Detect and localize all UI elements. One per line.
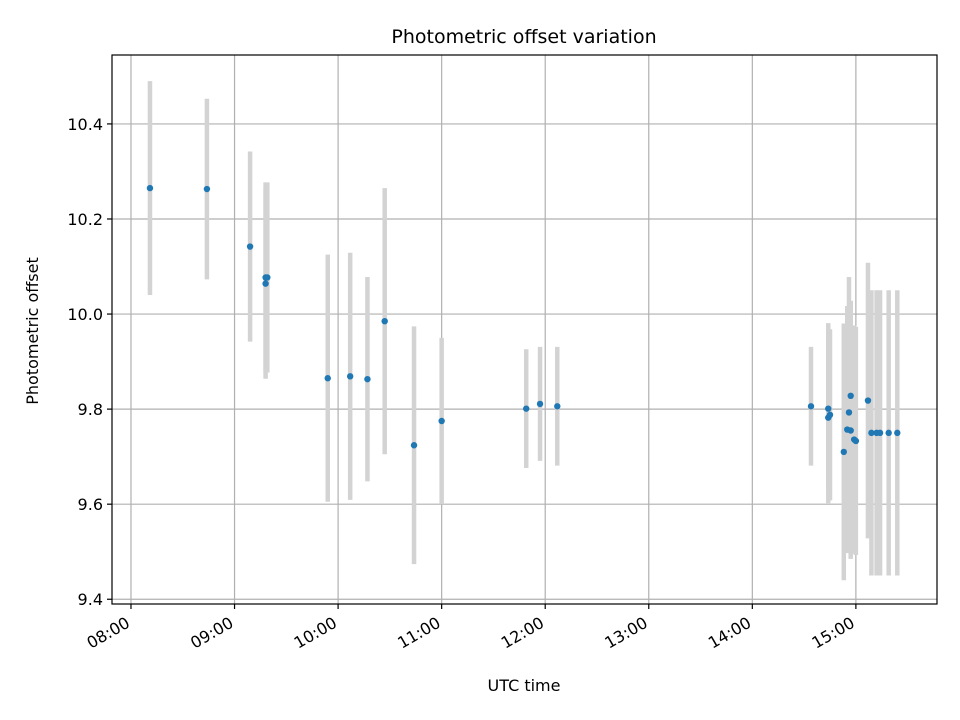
data-point	[262, 280, 269, 287]
y-axis-label: Photometric offset	[23, 257, 42, 405]
data-point	[826, 411, 834, 419]
data-point	[381, 317, 388, 325]
data-point	[346, 373, 354, 380]
data-point	[536, 400, 544, 408]
data-point	[438, 417, 445, 425]
data-point	[847, 427, 854, 434]
data-point	[146, 184, 154, 192]
y-tick-label: 10.4	[67, 115, 103, 134]
data-point	[864, 397, 872, 404]
y-tick-label: 9.6	[78, 495, 103, 514]
data-point	[554, 403, 561, 410]
data-point	[246, 243, 254, 250]
y-tick-label: 10.2	[67, 210, 103, 229]
data-point	[852, 437, 860, 445]
data-point	[847, 392, 854, 400]
y-tick-label: 9.4	[78, 590, 103, 609]
data-point	[868, 429, 875, 437]
y-tick-label: 10.0	[67, 305, 103, 324]
chart-title: Photometric offset variation	[391, 26, 656, 48]
data-point	[410, 442, 418, 449]
x-axis-label: UTC time	[488, 676, 561, 695]
data-point	[523, 405, 530, 412]
y-tick-label: 9.8	[78, 400, 103, 419]
data-point	[825, 405, 832, 412]
data-point	[203, 185, 211, 193]
data-point	[885, 429, 892, 437]
data-point	[840, 448, 847, 456]
data-point	[807, 403, 815, 410]
data-point	[876, 429, 884, 437]
data-point	[324, 375, 331, 382]
data-point	[364, 375, 371, 383]
data-point	[894, 429, 901, 437]
data-point	[264, 274, 271, 281]
data-point	[845, 409, 853, 416]
axes-frame	[111, 54, 938, 605]
